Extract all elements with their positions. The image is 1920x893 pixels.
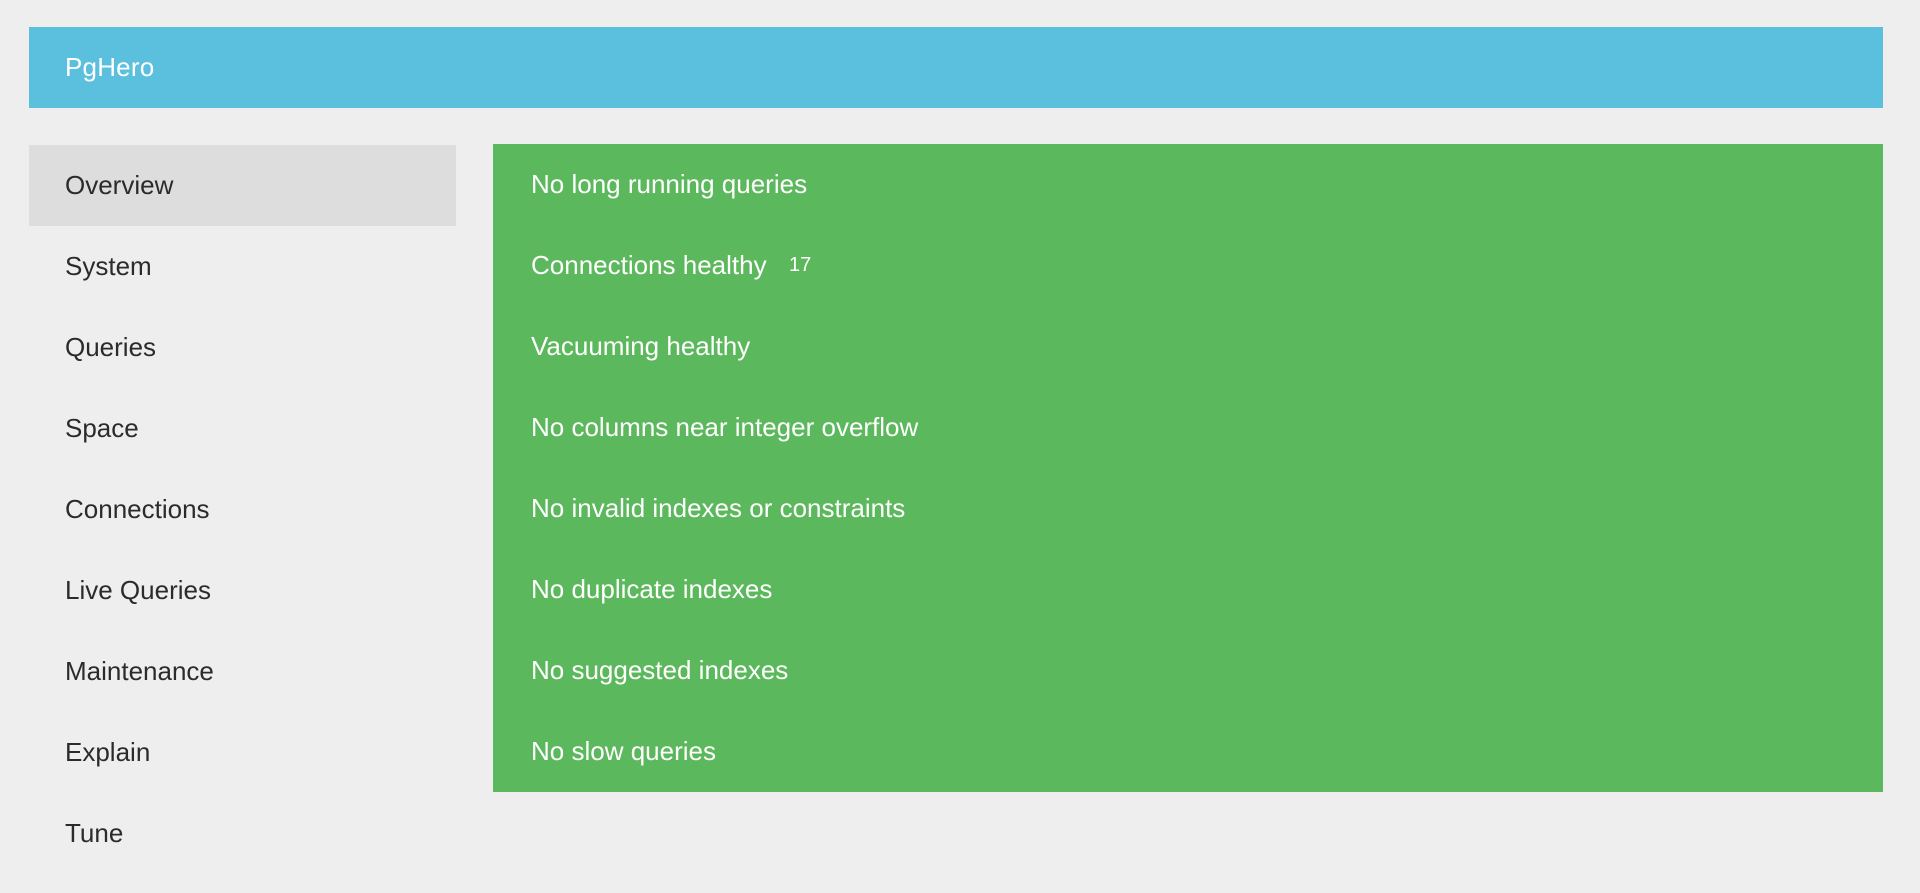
status-message: No columns near integer overflow bbox=[531, 412, 919, 442]
status-row: No columns near integer overflow bbox=[493, 387, 1883, 468]
status-message: No duplicate indexes bbox=[531, 574, 773, 604]
status-message: No long running queries bbox=[531, 169, 808, 199]
sidebar-item-tune[interactable]: Tune bbox=[29, 793, 456, 874]
status-message: No invalid indexes or constraints bbox=[531, 493, 906, 523]
status-message: Vacuuming healthy bbox=[531, 331, 751, 361]
status-badge: 17 bbox=[789, 254, 812, 276]
status-row: No long running queries bbox=[493, 144, 1883, 225]
sidebar-item-system[interactable]: System bbox=[29, 226, 456, 307]
sidebar-item-label: System bbox=[65, 251, 152, 281]
status-row: Connections healthy 17 bbox=[493, 225, 1883, 306]
sidebar-item-label: Explain bbox=[65, 737, 151, 767]
status-row: Vacuuming healthy bbox=[493, 306, 1883, 387]
sidebar-item-label: Space bbox=[65, 413, 139, 443]
sidebar-item-label: Maintenance bbox=[65, 656, 214, 686]
status-row: No suggested indexes bbox=[493, 630, 1883, 711]
status-panel: No long running queries Connections healt… bbox=[493, 144, 1883, 792]
sidebar-item-label: Overview bbox=[65, 170, 174, 200]
brand-link[interactable]: PgHero bbox=[65, 52, 155, 82]
navbar: PgHero bbox=[29, 27, 1883, 108]
sidebar-item-explain[interactable]: Explain bbox=[29, 712, 456, 793]
status-row: No slow queries bbox=[493, 711, 1883, 792]
sidebar-item-connections[interactable]: Connections bbox=[29, 469, 456, 550]
status-row: No invalid indexes or constraints bbox=[493, 468, 1883, 549]
sidebar-item-label: Live Queries bbox=[65, 575, 211, 605]
sidebar-item-label: Connections bbox=[65, 494, 210, 524]
sidebar-item-queries[interactable]: Queries bbox=[29, 307, 456, 388]
sidebar-item-label: Queries bbox=[65, 332, 157, 362]
sidebar-item-space[interactable]: Space bbox=[29, 388, 456, 469]
status-message: Connections healthy bbox=[531, 250, 767, 280]
sidebar-item-maintenance[interactable]: Maintenance bbox=[29, 631, 456, 712]
sidebar-item-label: Tune bbox=[65, 818, 124, 848]
status-row: No duplicate indexes bbox=[493, 549, 1883, 630]
sidebar-item-overview[interactable]: Overview bbox=[29, 145, 456, 226]
sidebar-item-live-queries[interactable]: Live Queries bbox=[29, 550, 456, 631]
status-message: No slow queries bbox=[531, 736, 716, 766]
sidebar-nav: Overview System Queries Space Connections Liv… bbox=[29, 145, 456, 874]
status-message: No suggested indexes bbox=[531, 655, 789, 685]
